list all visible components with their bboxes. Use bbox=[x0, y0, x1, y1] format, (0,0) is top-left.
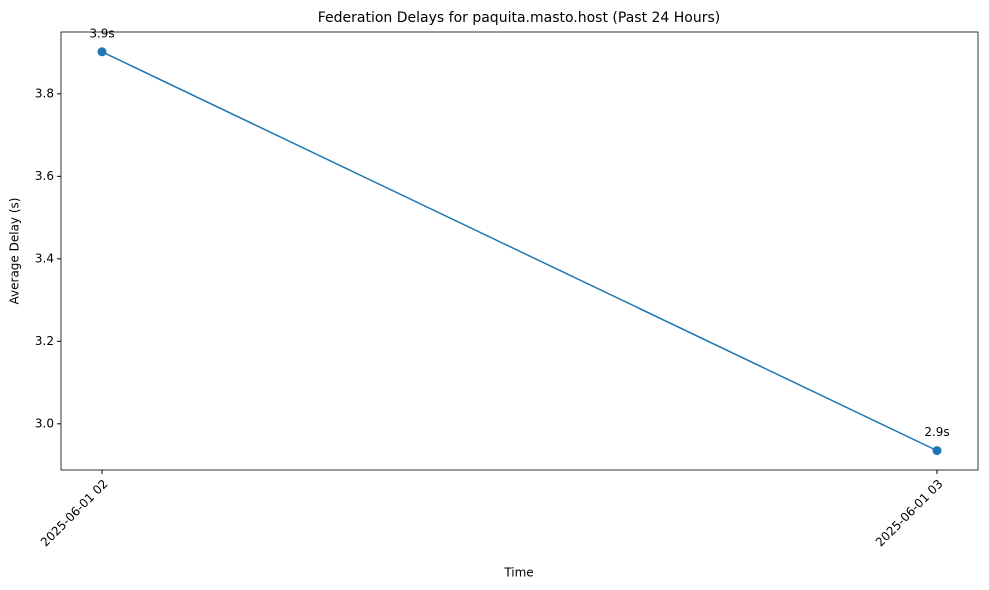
y-tick-label: 3.0 bbox=[35, 416, 54, 430]
plot-frame bbox=[60, 31, 979, 471]
y-tick-label: 3.8 bbox=[35, 86, 54, 100]
data-point bbox=[932, 446, 942, 456]
data-label: 2.9s bbox=[924, 425, 949, 439]
x-tick-label: 2025-06-01 03 bbox=[873, 477, 946, 550]
y-tick-label: 3.4 bbox=[35, 251, 54, 265]
chart-title: Federation Delays for paquita.masto.host… bbox=[318, 10, 721, 26]
y-axis-label: Average Delay (s) bbox=[8, 198, 22, 305]
data-line bbox=[101, 51, 938, 452]
x-tick-label: 2025-06-01 02 bbox=[38, 477, 111, 550]
y-tick-label: 3.6 bbox=[35, 169, 54, 183]
data-point bbox=[97, 47, 107, 57]
y-tick-label: 3.2 bbox=[35, 334, 54, 348]
x-axis-label: Time bbox=[503, 566, 533, 580]
data-label: 3.9s bbox=[89, 26, 114, 40]
